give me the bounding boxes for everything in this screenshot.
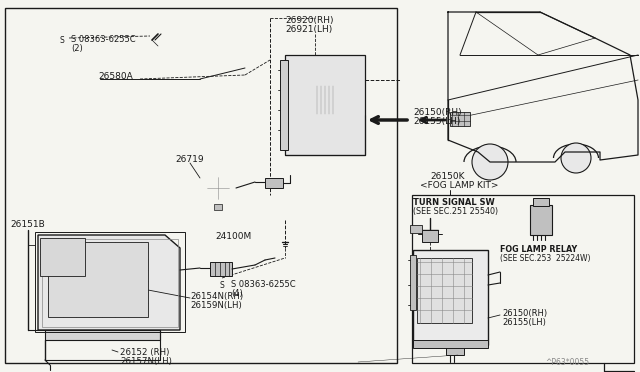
Bar <box>413 250 488 345</box>
Text: S: S <box>60 35 65 45</box>
Circle shape <box>347 147 353 153</box>
Text: (2): (2) <box>71 44 83 53</box>
Text: 26921(LH): 26921(LH) <box>285 25 332 34</box>
Text: 26150(RH): 26150(RH) <box>413 108 461 117</box>
Circle shape <box>131 77 135 81</box>
Bar <box>533 198 549 206</box>
Text: 26151B: 26151B <box>10 220 45 229</box>
Text: S: S <box>220 280 225 289</box>
Bar <box>410 255 416 310</box>
Circle shape <box>167 77 171 81</box>
Circle shape <box>282 247 288 253</box>
Circle shape <box>311 86 339 114</box>
Bar <box>265 178 283 188</box>
Bar <box>417 258 472 323</box>
Bar <box>410 225 422 233</box>
Text: (4): (4) <box>231 289 243 298</box>
Text: S 08363-6255C: S 08363-6255C <box>231 280 296 289</box>
Circle shape <box>207 177 229 199</box>
Bar <box>413 340 488 348</box>
Text: <FOG LAMP KIT>: <FOG LAMP KIT> <box>420 181 499 190</box>
Text: TURN SIGNAL SW: TURN SIGNAL SW <box>413 198 495 207</box>
Bar <box>450 112 470 126</box>
Bar <box>214 204 222 210</box>
Circle shape <box>113 77 117 81</box>
Text: (SEE SEC.251 25540): (SEE SEC.251 25540) <box>413 207 498 216</box>
Text: S 08363-6255C: S 08363-6255C <box>71 35 136 44</box>
Bar <box>35 232 185 332</box>
Circle shape <box>47 354 53 360</box>
Text: 26150(RH): 26150(RH) <box>502 309 547 318</box>
Bar <box>210 262 232 276</box>
Circle shape <box>561 143 591 173</box>
Text: 26719: 26719 <box>175 155 204 164</box>
Text: (SEE SEC.253  25224W): (SEE SEC.253 25224W) <box>500 254 591 263</box>
Polygon shape <box>285 40 390 55</box>
Text: ^P63*0055: ^P63*0055 <box>545 358 589 367</box>
Text: 26920(RH): 26920(RH) <box>285 16 333 25</box>
Text: 26159N(LH): 26159N(LH) <box>190 301 242 310</box>
Bar <box>45 330 160 340</box>
Bar <box>42 239 178 327</box>
Text: 26150K: 26150K <box>430 172 465 181</box>
Text: 26580A: 26580A <box>98 72 132 81</box>
Circle shape <box>152 354 158 360</box>
Text: 24100M: 24100M <box>215 232 252 241</box>
Polygon shape <box>365 40 390 115</box>
Bar <box>530 205 552 235</box>
Circle shape <box>24 334 32 342</box>
Bar <box>285 55 365 155</box>
Bar <box>412 195 634 363</box>
Circle shape <box>200 170 236 206</box>
Circle shape <box>55 33 69 47</box>
Circle shape <box>297 147 303 153</box>
Polygon shape <box>38 235 180 330</box>
Circle shape <box>215 278 229 292</box>
Circle shape <box>149 77 153 81</box>
Bar <box>422 230 438 242</box>
Circle shape <box>472 144 508 180</box>
Text: 26155(LH): 26155(LH) <box>502 318 546 327</box>
Circle shape <box>101 76 107 82</box>
Bar <box>446 343 464 355</box>
Text: 26152 (RH): 26152 (RH) <box>120 348 170 357</box>
Bar <box>48 242 148 317</box>
Text: 26154N(RH): 26154N(RH) <box>190 292 243 301</box>
Bar <box>5 8 397 363</box>
Text: 26157N(LH): 26157N(LH) <box>120 357 172 366</box>
Bar <box>40 238 85 276</box>
Text: FOG LAMP RELAY: FOG LAMP RELAY <box>500 245 577 254</box>
Bar <box>280 60 288 150</box>
Circle shape <box>303 78 347 122</box>
Text: 26155(LH): 26155(LH) <box>413 117 460 126</box>
